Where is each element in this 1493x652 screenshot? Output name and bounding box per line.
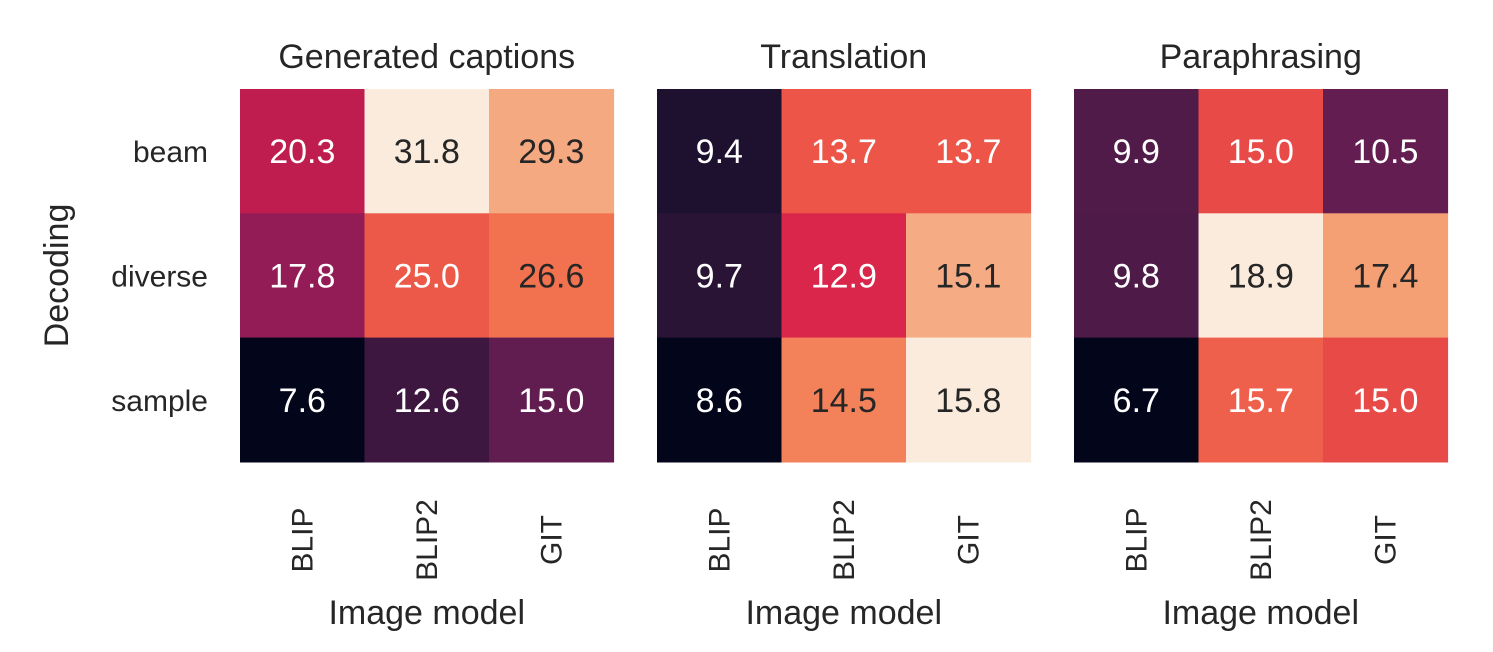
heatmap-cell (364, 213, 490, 339)
cell-value-label: 13.7 (935, 133, 1001, 171)
cell-value-label: 13.7 (811, 133, 877, 171)
cell-value-label: 9.4 (696, 133, 743, 171)
heatmap-cell (1198, 337, 1324, 463)
x-tick-label: GIT (1369, 515, 1402, 565)
y-tick-label: beam (133, 136, 208, 169)
cell-value-label: 26.6 (518, 257, 584, 295)
x-tick-label: GIT (952, 515, 985, 565)
heatmap-cell (657, 337, 783, 463)
x-axis-label: Image model (328, 594, 525, 632)
cell-value-label: 15.0 (518, 382, 584, 420)
heatmap-cell (906, 213, 1032, 339)
heatmap-cell (1323, 213, 1449, 339)
cell-value-label: 17.8 (269, 257, 335, 295)
heatmap-cell (364, 89, 490, 214)
x-tick-label: GIT (535, 515, 568, 565)
cell-value-label: 12.6 (394, 382, 460, 420)
cell-value-label: 31.8 (394, 133, 460, 171)
cell-value-label: 14.5 (811, 382, 877, 420)
cell-value-label: 15.0 (1228, 133, 1294, 171)
cell-value-label: 12.9 (811, 257, 877, 295)
cell-value-label: 9.9 (1113, 133, 1160, 171)
heatmap-cell (781, 213, 907, 339)
heatmap-panel-1: Generated captions 20.3 31.8 29.3 17.8 25.0 26… (38, 38, 615, 632)
y-axis-label: Decoding (38, 204, 76, 348)
x-tick-label: BLIP (703, 507, 736, 572)
heatmap-cell (657, 213, 783, 339)
x-axis-label: Image model (745, 594, 942, 632)
cell-value-label: 17.4 (1352, 257, 1418, 295)
cell-value-label: 29.3 (518, 133, 584, 171)
panel-title: Paraphrasing (1160, 38, 1362, 76)
cell-value-label: 20.3 (269, 133, 335, 171)
cell-value-label: 25.0 (394, 257, 460, 295)
cell-value-label: 10.5 (1352, 133, 1418, 171)
heatmap-cell (364, 337, 490, 463)
heatmap-cell (1323, 89, 1449, 214)
cell-value-label: 7.6 (279, 382, 326, 420)
cell-value-label: 9.8 (1113, 257, 1160, 295)
x-tick-label: BLIP (1120, 507, 1153, 572)
heatmap-cell (1074, 337, 1200, 463)
heatmap-cell (240, 89, 366, 214)
heatmap-cell (240, 213, 366, 339)
heatmap-cell (1074, 213, 1200, 339)
heatmap-cell (781, 89, 907, 214)
heatmap-cell (657, 89, 783, 214)
heatmap-cell (1323, 337, 1449, 463)
cell-value-label: 8.6 (696, 382, 743, 420)
heatmap-cell (240, 337, 366, 463)
cell-value-label: 15.8 (935, 382, 1001, 420)
heatmap-cell (906, 89, 1032, 214)
heatmap-panel-3: Paraphrasing 9.9 15.0 10.5 9.8 18.9 17.4 6.7 15.… (1074, 38, 1449, 632)
x-tick-label: BLIP2 (411, 499, 444, 581)
cell-value-label: 15.7 (1228, 382, 1294, 420)
heatmap-cell (1198, 213, 1324, 339)
y-tick-label: diverse (111, 260, 208, 293)
y-tick-label: sample (111, 385, 208, 418)
x-axis-label: Image model (1162, 594, 1359, 632)
heatmap-cell (489, 213, 615, 339)
x-tick-label: BLIP (286, 507, 319, 572)
heatmap-cell (489, 337, 615, 463)
x-tick-label: BLIP2 (828, 499, 861, 581)
heatmap-cell (1198, 89, 1324, 214)
panel-title: Generated captions (278, 38, 575, 76)
heatmap-cell (906, 337, 1032, 463)
heatmap-cell (1074, 89, 1200, 214)
heatmap-cell (781, 337, 907, 463)
cell-value-label: 15.1 (935, 257, 1001, 295)
heatmap-cell (489, 89, 615, 214)
panel-title: Translation (760, 38, 927, 76)
cell-value-label: 15.0 (1352, 382, 1418, 420)
x-tick-label: BLIP2 (1245, 499, 1278, 581)
cell-value-label: 6.7 (1113, 382, 1160, 420)
cell-value-label: 18.9 (1228, 257, 1294, 295)
cell-value-label: 9.7 (696, 257, 743, 295)
heatmap-panel-2: Translation 9.4 13.7 13.7 9.7 12.9 15.1 8.6 14.5… (657, 38, 1032, 632)
